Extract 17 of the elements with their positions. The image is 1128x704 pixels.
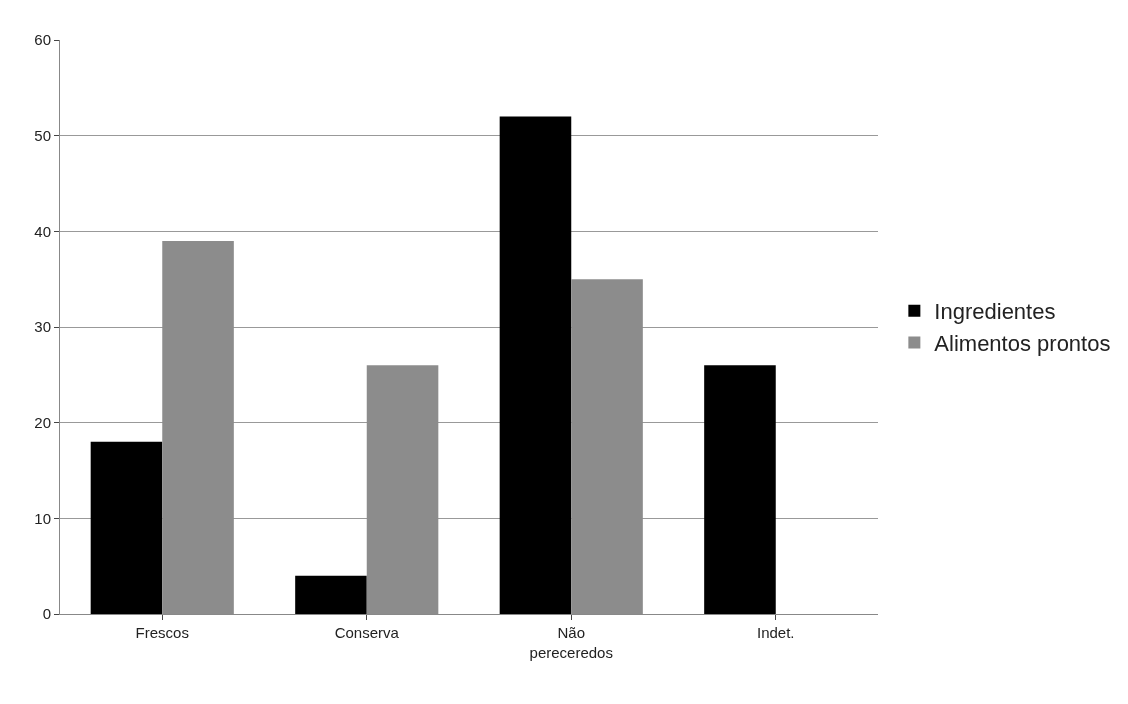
y-tick-label: 10 [34, 509, 51, 527]
y-tick-label: 20 [34, 413, 51, 431]
y-tick-label: 40 [34, 222, 51, 240]
y-tick-label: 30 [34, 318, 51, 336]
y-tick-label: 50 [34, 126, 51, 144]
y-tick-label: 0 [42, 605, 51, 623]
bar [704, 365, 776, 614]
x-tick-label: Conserva [334, 624, 400, 641]
bar [90, 441, 163, 614]
bar [499, 116, 572, 614]
x-tick-label: Frescos [135, 624, 189, 641]
bar [295, 575, 367, 614]
x-tick-label: Não pereceredos [529, 624, 613, 661]
legend-label: Alimentos prontos [934, 330, 1111, 356]
x-tick-label: Indet. [756, 624, 795, 641]
y-tick-label: 60 [34, 31, 51, 49]
legend-label: Ingredientes [934, 299, 1056, 325]
